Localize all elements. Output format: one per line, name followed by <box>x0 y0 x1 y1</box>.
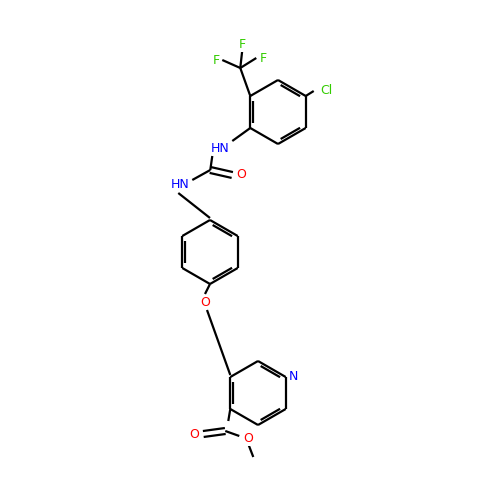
Text: N: N <box>289 370 298 384</box>
Text: F: F <box>238 38 246 52</box>
Text: F: F <box>260 52 267 64</box>
Text: F: F <box>212 54 220 66</box>
Text: O: O <box>244 432 253 446</box>
Text: Cl: Cl <box>320 84 333 98</box>
Text: O: O <box>190 428 199 440</box>
Text: O: O <box>200 296 210 308</box>
Text: HN: HN <box>211 142 230 154</box>
Text: O: O <box>236 168 246 181</box>
Text: HN: HN <box>171 178 190 192</box>
